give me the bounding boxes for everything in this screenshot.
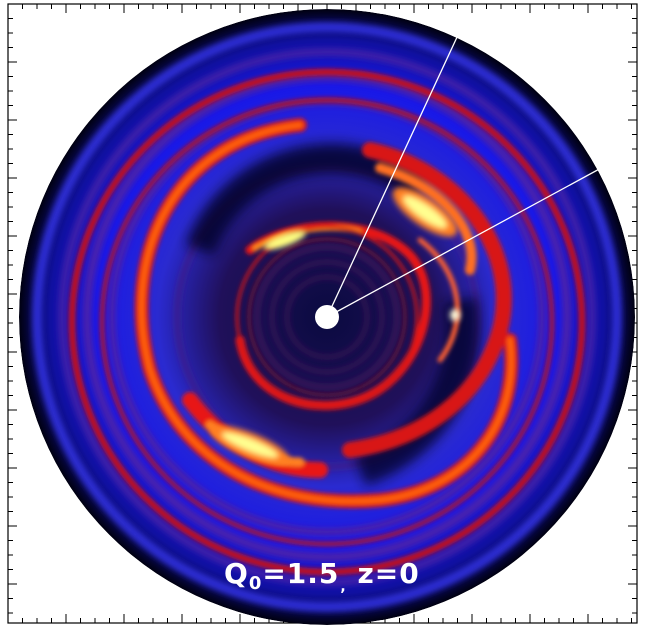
radial-line-right	[326, 166, 604, 318]
center-hole	[315, 305, 339, 329]
label-comma: ,	[340, 579, 347, 595]
outer-ring	[68, 68, 586, 576]
q-value: =1.5	[262, 557, 340, 590]
q-subscript: 0	[248, 573, 263, 594]
q-symbol: Q	[224, 557, 249, 590]
parameter-label: Q0=1.5, z=0	[224, 557, 420, 595]
z-value: z=0	[357, 557, 420, 590]
bright-clumps	[210, 187, 460, 465]
radial-line-upper	[326, 34, 459, 318]
